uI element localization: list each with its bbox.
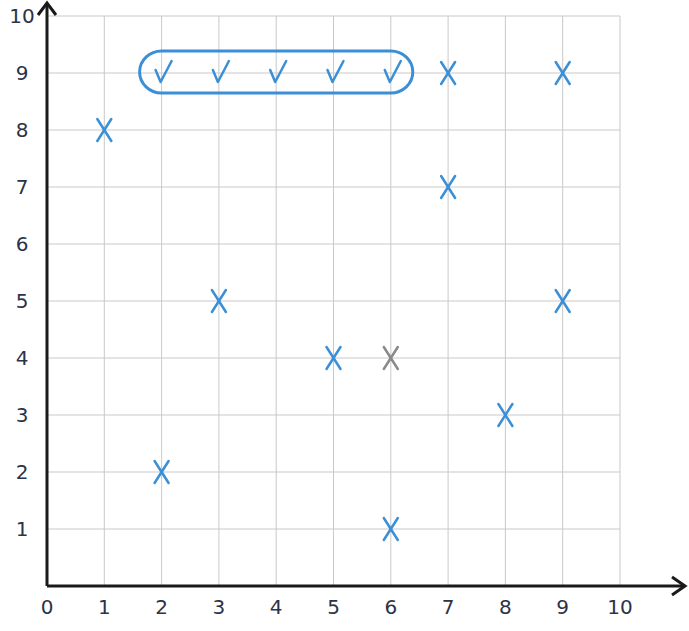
x-tick-label: 9 bbox=[556, 595, 569, 619]
x-mark bbox=[384, 347, 398, 369]
check-mark bbox=[156, 61, 172, 82]
x-tick-label: 5 bbox=[327, 595, 340, 619]
check-mark bbox=[328, 61, 344, 82]
grid-line bbox=[47, 301, 620, 302]
x-mark bbox=[97, 119, 111, 141]
check-mark bbox=[213, 61, 229, 82]
x-tick-label: 10 bbox=[607, 595, 632, 619]
chart-container: 0 1 2 3 4 5 6 7 8 9 10 1 2 3 4 5 6 7 8 9 10 bbox=[0, 0, 689, 631]
grid-line bbox=[47, 130, 620, 131]
x-mark bbox=[212, 290, 226, 312]
check-mark bbox=[385, 61, 401, 82]
grid-line bbox=[47, 415, 620, 416]
y-tick-label: 1 bbox=[16, 517, 29, 541]
x-tick-label: 2 bbox=[155, 595, 168, 619]
x-tick-label: 1 bbox=[98, 595, 111, 619]
x-axis-arrow bbox=[672, 577, 685, 595]
tick-labels: 0 1 2 3 4 5 6 7 8 9 10 1 2 3 4 5 6 7 8 9 10 bbox=[9, 4, 632, 619]
y-tick-label: 5 bbox=[16, 289, 29, 313]
y-tick-label: 7 bbox=[16, 175, 29, 199]
x-mark bbox=[556, 62, 570, 84]
x-mark bbox=[498, 404, 512, 426]
y-tick-label: 4 bbox=[16, 346, 29, 370]
y-tick-label: 3 bbox=[16, 403, 29, 427]
x-axis bbox=[47, 585, 684, 588]
y-tick-label: 6 bbox=[16, 232, 29, 256]
grid-line bbox=[47, 529, 620, 530]
x-mark bbox=[155, 461, 169, 483]
y-tick-label: 10 bbox=[9, 4, 34, 28]
y-tick-label: 2 bbox=[16, 460, 29, 484]
x-mark bbox=[441, 62, 455, 84]
y-axis bbox=[46, 4, 49, 586]
x-tick-label: 3 bbox=[213, 595, 226, 619]
grid bbox=[47, 16, 620, 586]
x-mark bbox=[384, 518, 398, 540]
grid-line bbox=[47, 187, 620, 188]
x-mark bbox=[327, 347, 341, 369]
grid-line bbox=[47, 73, 620, 74]
check-mark bbox=[270, 61, 286, 82]
x-tick-label: 7 bbox=[442, 595, 455, 619]
highlight-loop bbox=[140, 51, 413, 93]
y-axis-arrow bbox=[38, 3, 56, 15]
axes bbox=[38, 3, 685, 595]
x-tick-label: 0 bbox=[41, 595, 54, 619]
x-tick-label: 4 bbox=[270, 595, 283, 619]
x-mark bbox=[556, 290, 570, 312]
x-tick-label: 8 bbox=[499, 595, 512, 619]
grid-line bbox=[47, 16, 620, 17]
grid-line bbox=[47, 472, 620, 473]
x-tick-label: 6 bbox=[384, 595, 397, 619]
marks bbox=[97, 51, 569, 540]
x-mark bbox=[441, 176, 455, 198]
y-tick-label: 8 bbox=[16, 118, 29, 142]
y-tick-label: 9 bbox=[16, 61, 29, 85]
grid-line bbox=[47, 244, 620, 245]
chart: 0 1 2 3 4 5 6 7 8 9 10 1 2 3 4 5 6 7 8 9 10 bbox=[0, 0, 689, 631]
